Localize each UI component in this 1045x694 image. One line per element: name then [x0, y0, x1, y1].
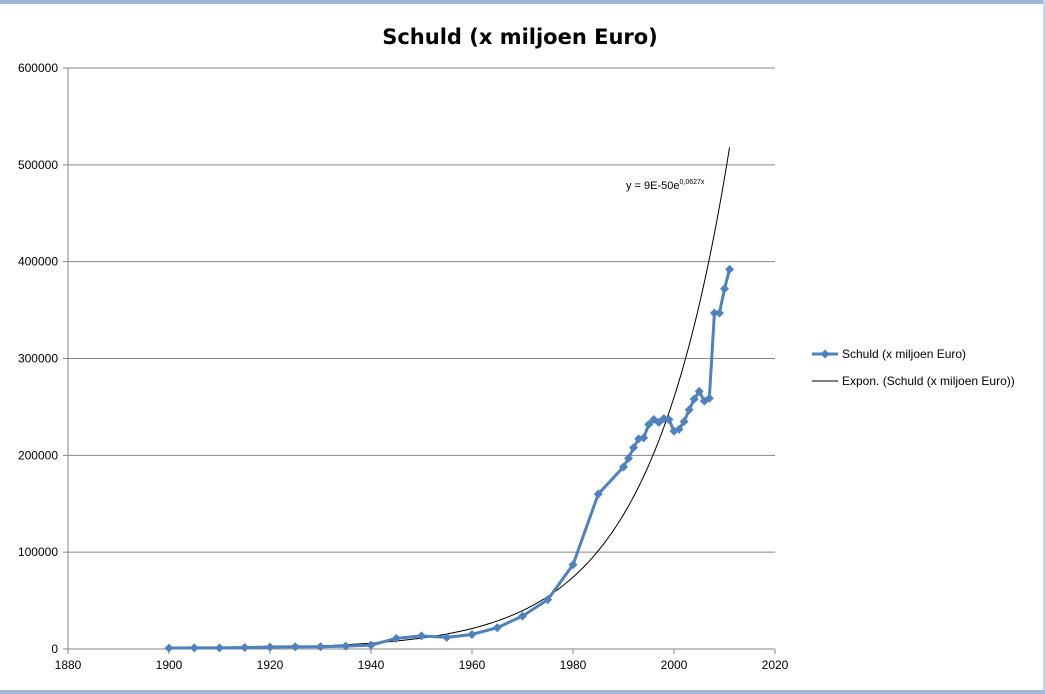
trendline-exponential [168, 147, 731, 650]
data-point-marker [240, 643, 250, 653]
data-point-marker [593, 489, 603, 499]
data-point-marker [189, 643, 199, 653]
data-point-marker [639, 433, 649, 443]
x-tick-label: 1920 [257, 658, 284, 672]
x-tick-label: 1980 [560, 658, 587, 672]
y-tick-label: 500000 [18, 158, 58, 172]
y-tick-label: 400000 [18, 255, 58, 269]
x-tick-label: 2020 [762, 658, 789, 672]
data-point-marker [725, 264, 735, 274]
y-tick-label: 0 [51, 642, 58, 656]
legend-label-trend: Expon. (Schuld (x miljoen Euro)) [842, 374, 1015, 388]
gridlines [68, 67, 775, 553]
data-point-marker [265, 642, 275, 652]
y-tick-label: 100000 [18, 545, 58, 559]
data-point-marker [215, 643, 224, 653]
data-point-marker [644, 419, 654, 429]
trendline-equation: y = 9E-50e0,0627x [626, 179, 705, 192]
y-tick-label: 600000 [18, 61, 58, 75]
x-tick-label: 2000 [661, 658, 688, 672]
x-tick-label: 1880 [55, 658, 82, 672]
data-point-marker [316, 642, 325, 652]
data-point-marker [684, 405, 694, 415]
data-point-marker [442, 632, 452, 642]
data-point-marker [709, 308, 719, 318]
data-point-marker [664, 415, 674, 425]
data-point-marker [366, 640, 376, 650]
data-point-marker [720, 284, 729, 294]
y-axis-ticks: 0 100000 200000 300000 400000 500000 600000 [18, 61, 68, 656]
x-tick-label: 1900 [156, 658, 183, 672]
data-point-marker [164, 643, 174, 653]
data-point-marker [391, 633, 401, 643]
x-tick-label: 1960 [459, 658, 486, 672]
data-point-marker [619, 462, 628, 472]
window-top-border [0, 0, 1045, 4]
window-bottom-border [0, 690, 1045, 694]
legend-marker-schuld [820, 349, 830, 359]
data-point-marker [624, 453, 634, 463]
data-point-marker [629, 443, 639, 453]
data-point-marker [518, 611, 527, 621]
data-point-marker [417, 631, 426, 641]
x-tick-label: 1940 [358, 658, 385, 672]
series-line-schuld [168, 269, 732, 650]
legend-label-schuld: Schuld (x miljoen Euro) [842, 347, 966, 361]
data-point-marker [694, 386, 704, 396]
data-point-marker [679, 416, 689, 426]
data-point-marker [704, 393, 714, 403]
data-point-marker [341, 641, 351, 651]
y-tick-label: 300000 [18, 352, 58, 366]
x-axis-ticks: 1880 1900 1920 1940 1960 1980 2000 2020 [55, 649, 789, 672]
data-point-marker [467, 629, 477, 639]
data-point-marker [689, 394, 699, 404]
data-point-marker [492, 623, 502, 633]
window-right-border [1043, 0, 1045, 694]
data-point-marker [290, 642, 300, 652]
data-point-marker [543, 595, 553, 605]
data-point-marker [714, 308, 724, 318]
data-point-marker [568, 560, 578, 570]
chart-title: Schuld (x miljoen Euro) [382, 25, 658, 49]
data-point-marker [674, 424, 684, 434]
legend: Schuld (x miljoen Euro) Expon. (Schuld (… [812, 347, 1015, 388]
series-markers [164, 264, 735, 653]
y-tick-label: 200000 [18, 448, 58, 462]
